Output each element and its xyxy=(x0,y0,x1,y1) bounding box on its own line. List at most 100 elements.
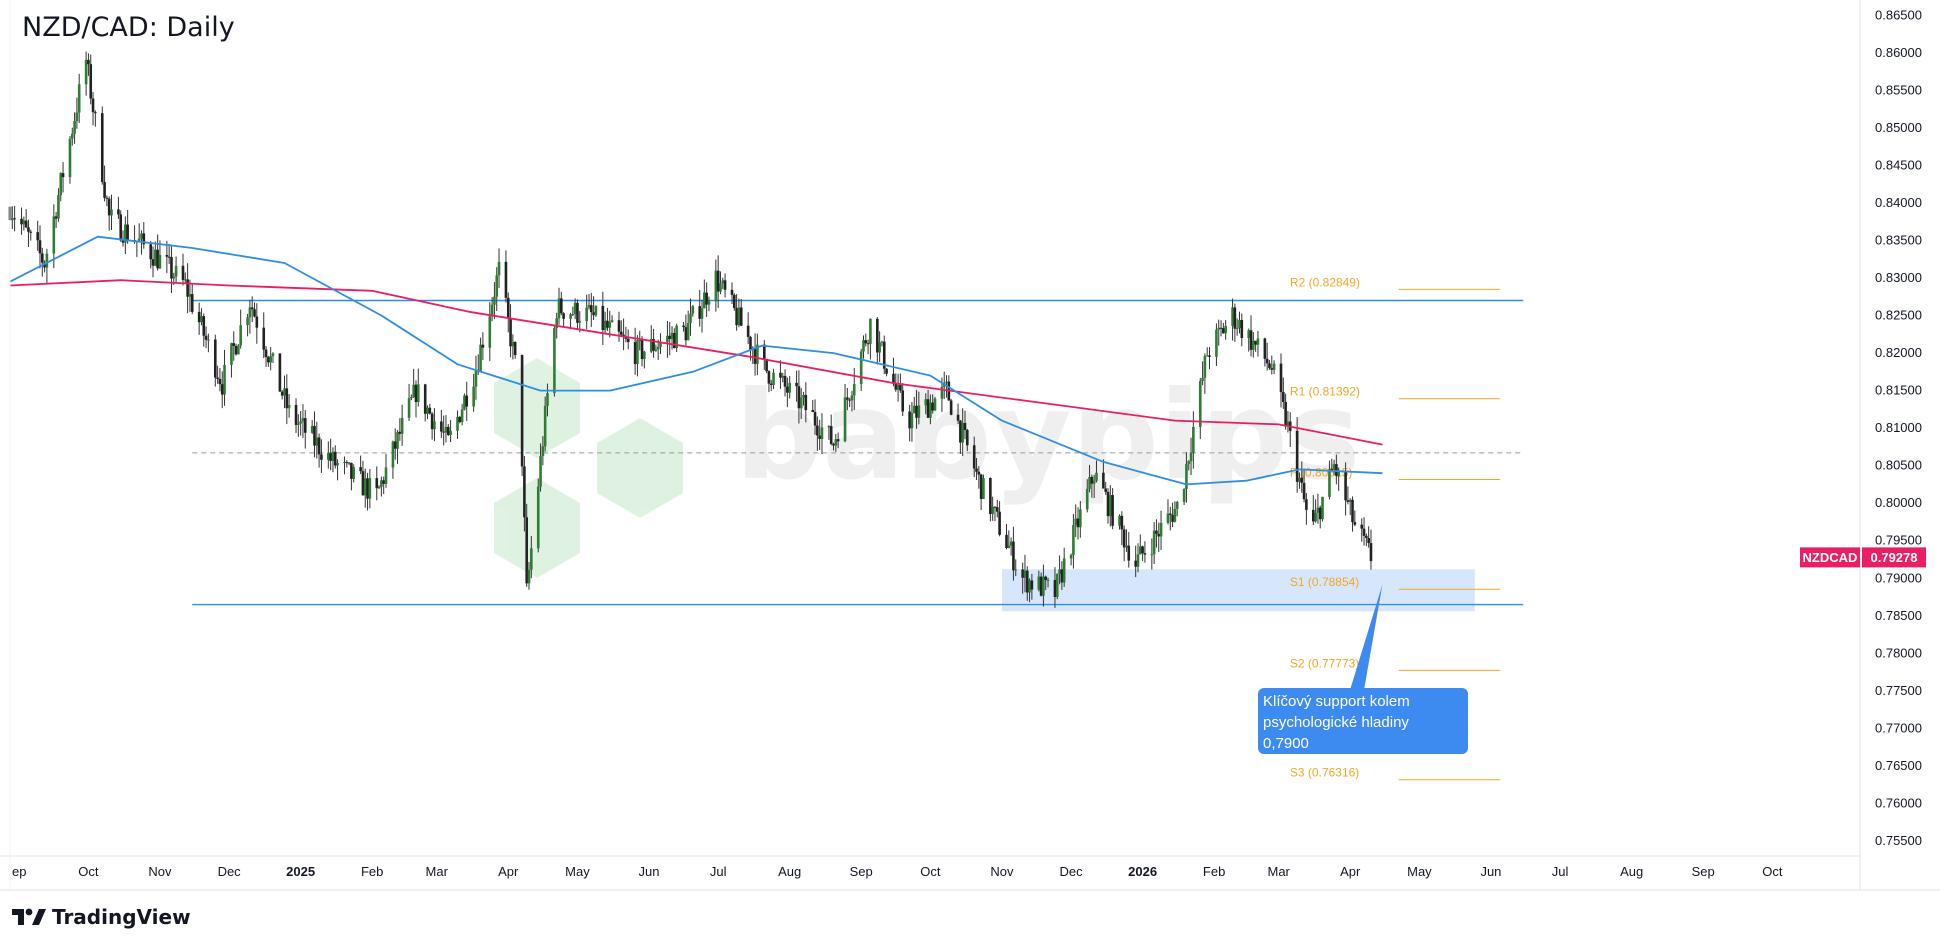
candle-down xyxy=(253,309,256,317)
candle-down xyxy=(126,224,129,241)
time-tick-label: Apr xyxy=(1340,864,1361,879)
candle-up xyxy=(1217,327,1221,330)
candle-down xyxy=(652,339,655,351)
candle-down xyxy=(832,443,835,446)
symbol-badge[interactable] xyxy=(1800,547,1860,568)
candle-down xyxy=(1120,515,1124,530)
candle-down xyxy=(393,441,397,449)
candle-down xyxy=(313,425,316,446)
tradingview-brand[interactable]: TradingView xyxy=(12,905,191,929)
candle-down xyxy=(24,220,28,228)
price-tick-label: 0.77500 xyxy=(1875,683,1922,698)
candle-up xyxy=(689,313,692,324)
candle-up xyxy=(571,314,575,316)
candle-up xyxy=(444,426,448,433)
candle-up xyxy=(377,486,381,489)
candle-up xyxy=(585,307,588,322)
candle-up xyxy=(433,421,436,430)
candle-up xyxy=(1152,530,1156,555)
candle-down xyxy=(797,386,801,409)
time-tick-label: Sep xyxy=(1692,864,1715,879)
candle-down xyxy=(926,399,930,418)
candle-down xyxy=(347,462,351,464)
price-tick-label: 0.79000 xyxy=(1875,570,1922,585)
price-tick-label: 0.82000 xyxy=(1875,345,1922,360)
candle-up xyxy=(608,322,612,328)
chart-title: NZD/CAD: Daily xyxy=(22,12,235,43)
candle-up xyxy=(463,395,466,410)
time-tick-label: ep xyxy=(12,864,26,879)
candle-down xyxy=(963,422,967,431)
price-axis[interactable]: 0.86500 0.86000 0.85500 0.85000 0.84500 0.840… xyxy=(1875,7,1922,848)
time-axis[interactable]: ep Oct Nov Dec 2025 Feb Mar Apr May Jun Jul Aug Sep O… xyxy=(12,864,1783,879)
candle-down xyxy=(753,348,757,364)
candle-up xyxy=(1014,569,1018,571)
candle-down xyxy=(995,507,999,512)
candle-down xyxy=(27,227,30,232)
candle-up xyxy=(636,340,639,365)
candle-down xyxy=(1005,534,1008,548)
price-tick-label: 0.84000 xyxy=(1875,195,1922,210)
candle-down xyxy=(640,340,644,360)
moving-average-line-1[interactable] xyxy=(9,279,1383,446)
candle-up xyxy=(929,402,932,418)
moving-average-line-2[interactable] xyxy=(9,235,1383,486)
candle-up xyxy=(1072,524,1075,556)
candle-down xyxy=(1302,482,1306,500)
candle-up xyxy=(1028,580,1031,593)
candle-down xyxy=(1362,528,1366,536)
candle-down xyxy=(165,255,169,257)
candle-down xyxy=(899,384,902,391)
candle-down xyxy=(100,113,104,183)
candle-down xyxy=(156,249,159,269)
candle-up xyxy=(820,427,824,440)
candle-down xyxy=(1279,363,1283,393)
candle-down xyxy=(1222,328,1225,334)
candle-down xyxy=(1270,368,1274,370)
candle-down xyxy=(892,373,895,384)
candle-down xyxy=(619,331,623,335)
candle-up xyxy=(283,388,286,396)
candle-down xyxy=(1060,569,1064,583)
last-price-badge[interactable] xyxy=(1862,547,1926,568)
candle-down xyxy=(220,384,224,395)
candle-up xyxy=(643,351,646,360)
candle-up xyxy=(714,270,718,302)
candle-down xyxy=(262,327,266,350)
candle-up xyxy=(75,112,79,122)
pivot-label: R1 (0.81392) xyxy=(1290,385,1360,399)
candle-up xyxy=(982,477,985,499)
candle-up xyxy=(154,249,157,266)
candle-down xyxy=(361,471,365,496)
candle-down xyxy=(811,410,815,412)
candle-up xyxy=(945,381,948,383)
callout-box[interactable] xyxy=(1258,688,1468,754)
candle-up xyxy=(1235,328,1239,330)
candle-up xyxy=(474,370,478,387)
candle-down xyxy=(1318,507,1322,520)
candle-up xyxy=(1203,355,1207,378)
price-tick-label: 0.80500 xyxy=(1875,458,1922,473)
candle-down xyxy=(167,256,171,258)
candle-up xyxy=(124,224,127,243)
candle-up xyxy=(1159,522,1163,537)
candle-up xyxy=(310,425,314,433)
candle-down xyxy=(186,279,189,297)
candle-down xyxy=(190,294,194,312)
candle-down xyxy=(1344,470,1347,501)
candle-up xyxy=(287,404,291,409)
candle-down xyxy=(723,280,727,290)
candle-down xyxy=(13,218,16,220)
candle-up xyxy=(52,216,56,254)
candle-down xyxy=(509,318,512,347)
time-tick-label: Dec xyxy=(218,864,242,879)
watermark-logo: babypips xyxy=(494,358,1361,578)
candle-up xyxy=(400,417,404,434)
price-tick-label: 0.83000 xyxy=(1875,270,1922,285)
candle-down xyxy=(705,292,708,305)
candle-up xyxy=(557,298,561,319)
candle-up xyxy=(1037,576,1041,590)
candle-down xyxy=(278,353,282,392)
